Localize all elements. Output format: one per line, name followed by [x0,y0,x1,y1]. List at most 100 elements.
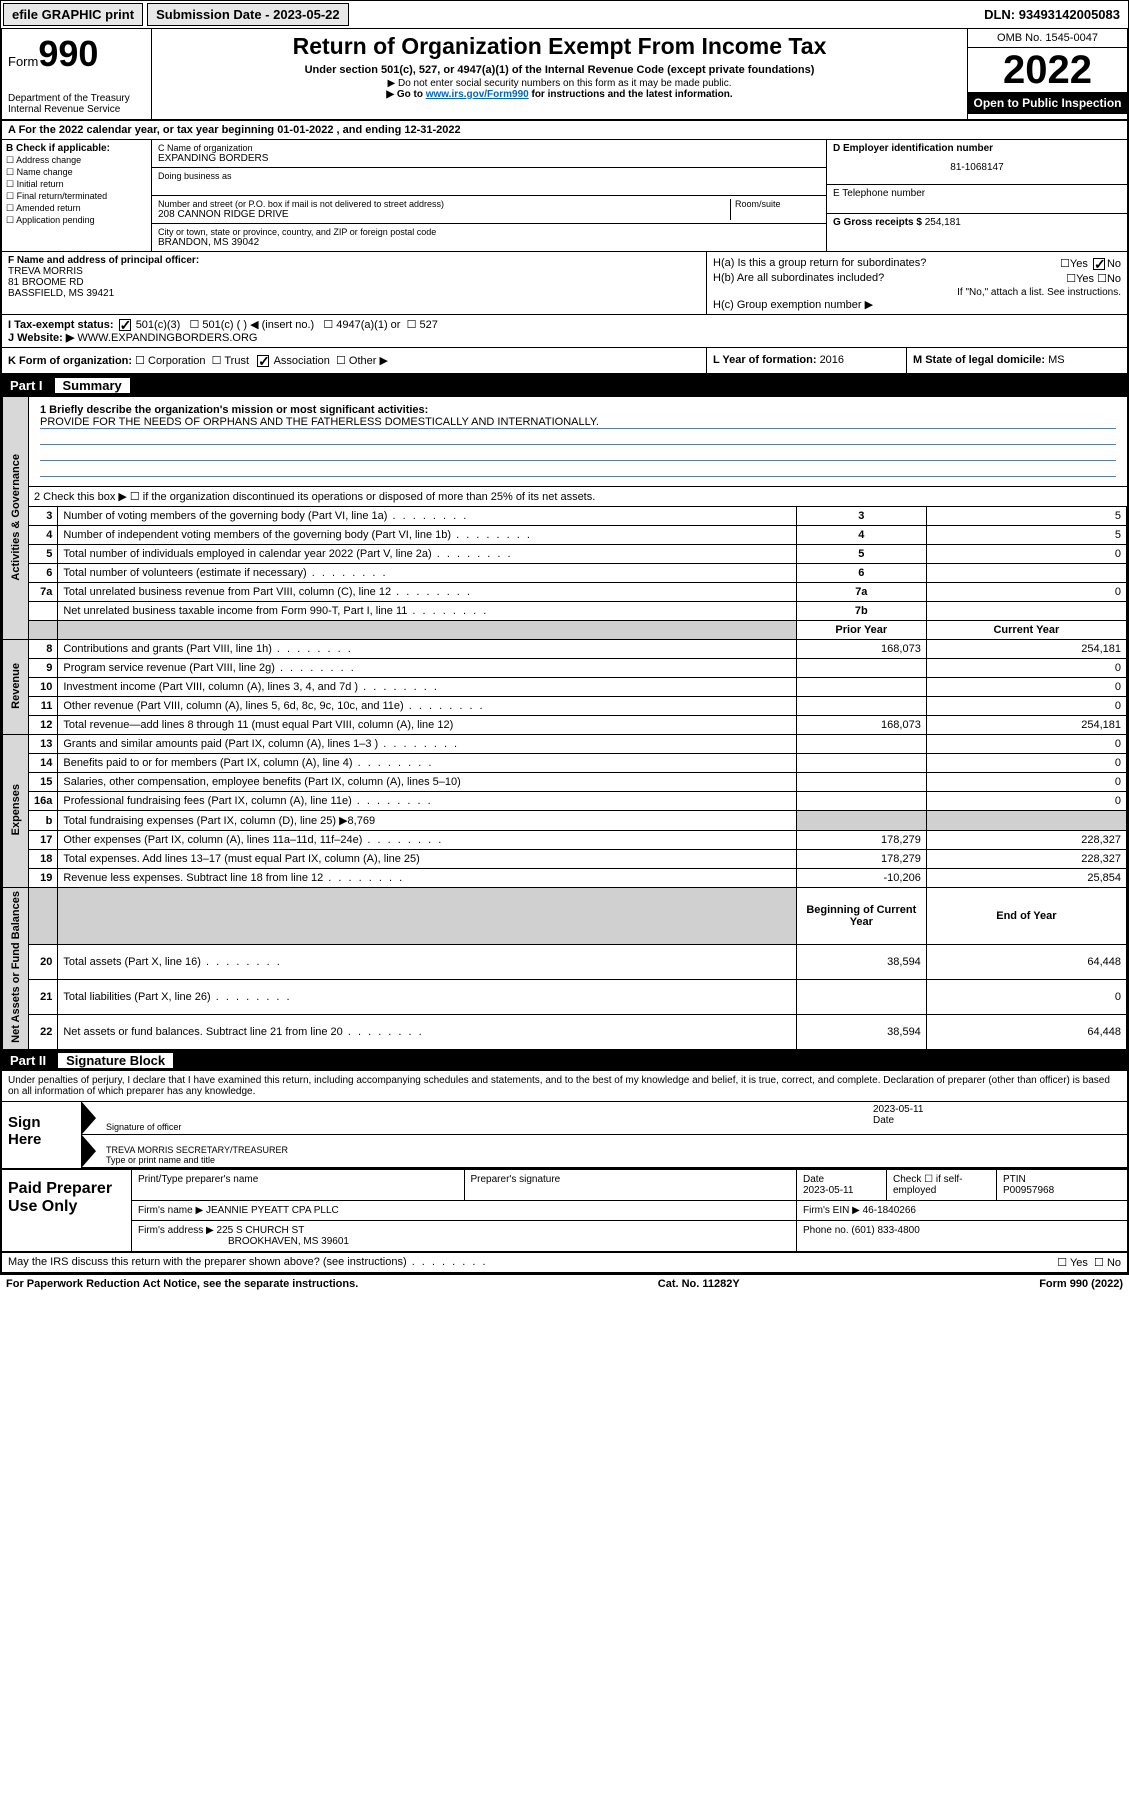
part1-title: Summary [55,378,130,393]
chk-app-pending[interactable]: ☐ Application pending [6,215,147,226]
row-i-label: I Tax-exempt status: [8,319,114,331]
submission-date-button[interactable]: Submission Date - 2023-05-22 [147,3,349,26]
ein-value: 81-1068147 [833,154,1121,181]
form-number: Form990 [8,33,145,75]
form-main: Form990 Department of the Treasury Inter… [0,29,1129,1275]
note-ssn: ▶ Do not enter social security numbers o… [160,78,959,89]
header-middle: Return of Organization Exempt From Incom… [152,29,967,119]
row-ij: I Tax-exempt status: 501(c)(3) ☐ 501(c) … [2,315,1127,348]
col-b: B Check if applicable: ☐ Address change … [2,140,152,251]
l1-label: 1 Briefly describe the organization's mi… [40,404,428,416]
gross-receipts-cell: G Gross receipts $ 254,181 [827,214,1127,231]
top-bar: efile GRAPHIC print Submission Date - 20… [0,0,1129,29]
part2-header: Part II Signature Block [2,1050,1127,1071]
hc-label: H(c) Group exemption number ▶ [713,298,1121,311]
ein-cell: D Employer identification number 81-1068… [827,140,1127,185]
officer-addr2: BASSFIELD, MS 39421 [8,288,700,299]
mission-text: PROVIDE FOR THE NEEDS OF ORPHANS AND THE… [40,416,1116,429]
prior-year-hdr: Prior Year [796,621,926,640]
declaration-text: Under penalties of perjury, I declare th… [2,1071,1127,1102]
summary-table: Activities & Governance 1 Briefly descri… [2,396,1127,1050]
row-fh: F Name and address of principal officer:… [2,252,1127,315]
cat-no: Cat. No. 11282Y [658,1278,740,1290]
firm-phone: (601) 833-4800 [851,1225,919,1236]
mission-block: 1 Briefly describe the organization's mi… [34,400,1122,483]
gross-value: 254,181 [925,217,961,228]
form-title: Return of Organization Exempt From Incom… [160,33,959,60]
city-value: BRANDON, MS 39042 [158,237,820,248]
row-bcde: B Check if applicable: ☐ Address change … [2,140,1127,252]
ptin: P00957968 [1003,1185,1054,1196]
col-l: L Year of formation: 2016 [707,348,907,373]
header-right: OMB No. 1545-0047 2022 Open to Public In… [967,29,1127,119]
officer-name-title: TREVA MORRIS SECRETARY/TREASURER [106,1145,288,1155]
note-goto: ▶ Go to www.irs.gov/Form990 for instruct… [160,89,959,100]
val-4: 5 [926,526,1126,545]
col-f: F Name and address of principal officer:… [2,252,707,314]
chk-name-change[interactable]: ☐ Name change [6,167,147,178]
sign-here-label: Sign Here [2,1102,82,1168]
phone-cell: E Telephone number [827,185,1127,214]
street-label: Number and street (or P.O. box if mail i… [158,199,730,209]
ha-yn: ☐Yes No [1060,257,1121,270]
tab-activities: Activities & Governance [3,397,29,640]
phone-label: E Telephone number [833,188,1121,199]
officer-label: F Name and address of principal officer: [8,255,700,266]
line2: 2 Check this box ▶ ☐ if the organization… [29,487,1127,507]
pp-date: 2023-05-11 [803,1185,853,1196]
end-year-hdr: End of Year [926,888,1126,945]
dba-label: Doing business as [158,171,820,181]
col-h: H(a) Is this a group return for subordin… [707,252,1127,314]
firm-addr2: BROOKHAVEN, MS 39601 [228,1236,349,1247]
irs-label: Internal Revenue Service [8,104,145,115]
pp-sig-hdr: Preparer's signature [465,1170,798,1200]
hb-label: H(b) Are all subordinates included? [713,272,884,285]
officer-name: TREVA MORRIS [8,266,700,277]
dept-treasury: Department of the Treasury [8,93,145,104]
val-5: 0 [926,545,1126,564]
beg-year-hdr: Beginning of Current Year [796,888,926,945]
sig-date: 2023-05-11 [873,1104,923,1115]
city-label: City or town, state or province, country… [158,227,820,237]
signature-block: Under penalties of perjury, I declare th… [2,1071,1127,1170]
chk-address-change[interactable]: ☐ Address change [6,155,147,166]
room-label: Room/suite [735,199,820,209]
efile-print-button[interactable]: efile GRAPHIC print [3,3,143,26]
org-name: EXPANDING BORDERS [158,153,820,164]
col-b-label: B Check if applicable: [6,143,147,154]
curr-year-hdr: Current Year [926,621,1126,640]
val-7a: 0 [926,583,1126,602]
chk-501c3[interactable] [119,319,131,331]
val-6 [926,564,1126,583]
website-label: J Website: ▶ [8,332,74,344]
val-7b [926,602,1126,621]
street-value: 208 CANNON RIDGE DRIVE [158,209,730,220]
chk-initial-return[interactable]: ☐ Initial return [6,179,147,190]
omb-number: OMB No. 1545-0047 [968,29,1127,48]
part2-title: Signature Block [58,1053,173,1068]
org-name-label: C Name of organization [158,143,820,153]
tab-revenue: Revenue [3,640,29,735]
col-m: M State of legal domicile: MS [907,348,1127,373]
chk-association[interactable] [257,355,269,367]
dba-cell: Doing business as [152,168,826,196]
ein-label: D Employer identification number [833,143,1121,154]
col-k: K Form of organization: ☐ Corporation ☐ … [2,348,707,373]
irs-link[interactable]: www.irs.gov/Form990 [426,89,529,100]
chk-final-return[interactable]: ☐ Final return/terminated [6,191,147,202]
part2-label: Part II [10,1053,58,1068]
pp-title: Paid Preparer Use Only [2,1170,132,1251]
pp-name-hdr: Print/Type preparer's name [132,1170,465,1200]
form-ref: Form 990 (2022) [1039,1278,1123,1290]
hb-yn: ☐Yes ☐No [1066,272,1121,285]
chk-amended[interactable]: ☐ Amended return [6,203,147,214]
part1-label: Part I [10,378,55,393]
ha-no-checked[interactable] [1093,258,1105,270]
tab-net-assets: Net Assets or Fund Balances [3,888,29,1050]
firm-ein: 46-1840266 [863,1205,916,1216]
city-cell: City or town, state or province, country… [152,224,826,251]
pra-notice: For Paperwork Reduction Act Notice, see … [6,1278,358,1290]
header-row: Form990 Department of the Treasury Inter… [2,29,1127,121]
discuss-row: May the IRS discuss this return with the… [2,1253,1127,1273]
officer-addr1: 81 BROOME RD [8,277,700,288]
